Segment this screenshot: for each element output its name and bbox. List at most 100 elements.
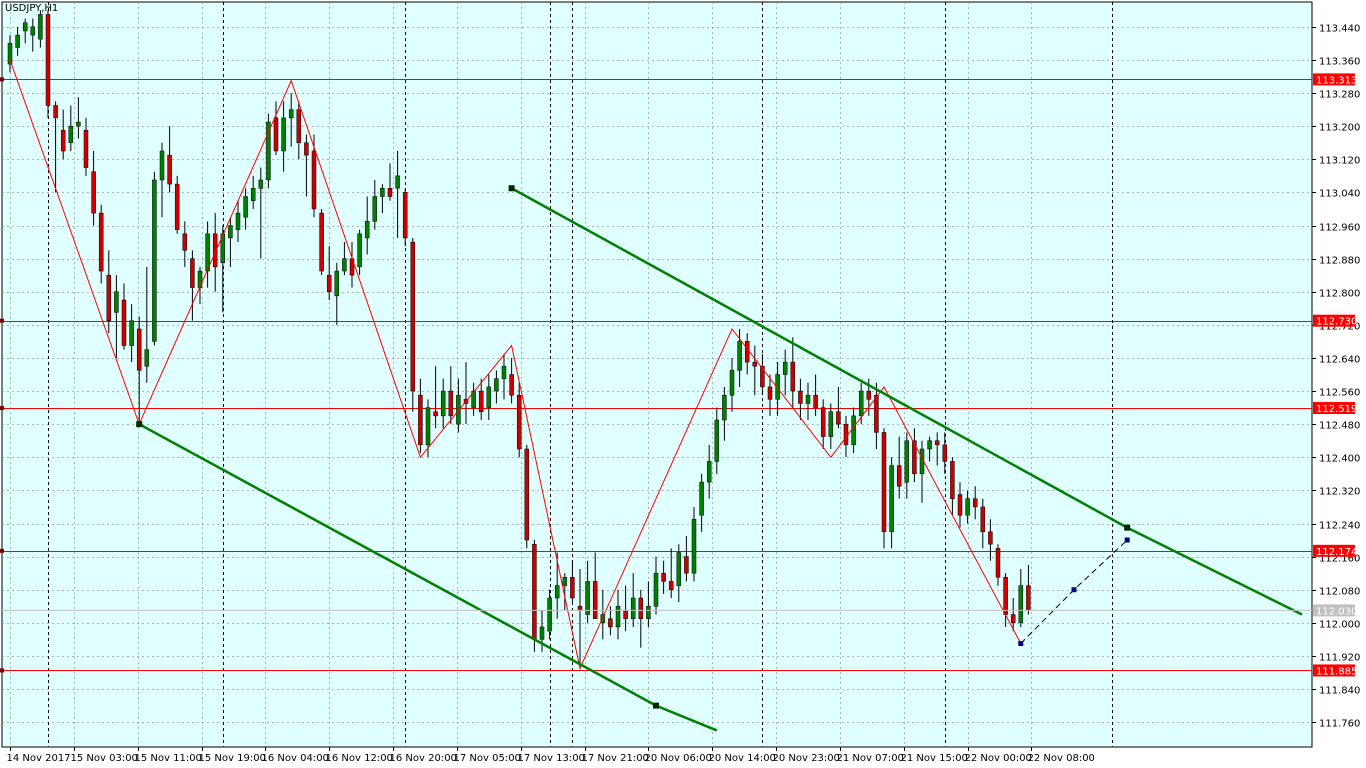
price-tick-label: 112.160 [1319, 554, 1360, 565]
candle-body [592, 581, 598, 619]
time-tick-label: 17 Nov 05:00 [454, 753, 521, 764]
price-tick-label: 111.840 [1319, 686, 1360, 697]
candle-body [38, 14, 43, 40]
candle-body [205, 233, 210, 272]
channel-anchor-point[interactable] [1124, 524, 1131, 531]
time-tick-label: 15 Nov 19:00 [199, 753, 266, 764]
candle-body [440, 390, 446, 417]
price-level-tag[interactable] [1313, 664, 1355, 677]
candle-body [372, 196, 378, 222]
candle-body [524, 448, 530, 541]
candle-body [342, 258, 347, 272]
price-tick-label: 112.480 [1319, 421, 1360, 432]
price-level-tag-label: 111.885 [1316, 666, 1357, 677]
candle-body [805, 394, 811, 404]
candle-body [1026, 585, 1031, 611]
price-levels[interactable] [2, 79, 1312, 671]
time-tick-label: 22 Nov 00:00 [965, 753, 1032, 764]
zigzag-line[interactable] [9, 59, 1022, 670]
candle-body [896, 465, 902, 487]
price-level-tag-label: 112.174 [1316, 547, 1357, 558]
price-tick-label: 112.560 [1319, 388, 1360, 399]
candle-body [516, 394, 522, 450]
candle-body [547, 597, 552, 632]
projection-point[interactable] [1018, 641, 1024, 647]
time-tick-label: 20 Nov 14:00 [709, 753, 776, 764]
candle-body [220, 233, 226, 263]
candle-body [304, 142, 309, 156]
candle-body [418, 394, 423, 446]
candle-body [767, 386, 773, 400]
price-level-tag[interactable] [1313, 73, 1355, 86]
price-tick-label: 111.760 [1319, 719, 1360, 730]
price-tick-label: 113.360 [1319, 57, 1360, 68]
candle-body [334, 270, 340, 297]
candle-body [1018, 585, 1024, 624]
price-level-tag-label: 112.730 [1316, 317, 1357, 328]
price-level-tag[interactable] [1313, 402, 1355, 415]
price-level-tag-label: 112.519 [1316, 404, 1357, 415]
price-tick-label: 112.960 [1319, 223, 1360, 234]
candle-body [425, 407, 431, 446]
time-tick-label: 15 Nov 11:00 [135, 753, 202, 764]
candle-body [851, 415, 856, 446]
candle-body [471, 390, 476, 408]
candle-body [752, 361, 758, 367]
candle-body [258, 179, 264, 189]
price-level-tag[interactable] [1313, 544, 1355, 557]
price-level-marker [0, 668, 4, 673]
trend-channel[interactable] [136, 185, 1303, 732]
candle-body [980, 506, 986, 533]
time-tick-label: 20 Nov 06:00 [645, 753, 712, 764]
candle-body [114, 291, 119, 313]
candle-body [98, 212, 104, 272]
candle-body [600, 614, 606, 624]
price-tick-label: 112.720 [1319, 322, 1360, 333]
price-tick-label: 112.880 [1319, 256, 1360, 267]
candle-body [646, 606, 651, 619]
candle-body [585, 581, 590, 615]
price-tick-label: 111.920 [1319, 653, 1360, 664]
candle-body [653, 572, 659, 607]
candle-body [638, 597, 644, 619]
candle-body [357, 233, 362, 268]
channel-anchor-point[interactable] [136, 421, 143, 428]
time-tick-label: 16 Nov 12:00 [326, 753, 393, 764]
candle-body [934, 440, 940, 446]
channel-anchor-point[interactable] [508, 185, 515, 192]
projection-point[interactable] [1124, 537, 1130, 543]
candle-body [737, 341, 742, 371]
candle-body [410, 241, 416, 392]
candle-body [722, 394, 727, 421]
candle-body [326, 274, 332, 292]
candle-body [608, 618, 613, 628]
candle-body [395, 175, 400, 189]
bid-price-tag-label: 112.030 [1316, 606, 1357, 617]
price-tick-label: 113.280 [1319, 90, 1360, 101]
candle-body [380, 188, 385, 197]
candle-body [136, 328, 142, 371]
candle-body [858, 390, 864, 417]
candle-body [539, 626, 545, 640]
time-tick-label: 16 Nov 20:00 [390, 753, 457, 764]
candle-body [60, 130, 66, 152]
candle-body [91, 171, 96, 214]
candle-body [53, 105, 58, 119]
zigzag-indicator[interactable] [9, 59, 1022, 670]
projection-point[interactable] [1071, 587, 1077, 593]
candle-body [144, 349, 150, 367]
candle-body [364, 221, 370, 239]
candle-body [456, 394, 461, 425]
candle-body [106, 274, 112, 321]
price-tick-label: 112.000 [1319, 620, 1360, 631]
projection-line[interactable] [1018, 537, 1130, 647]
price-tick-label: 112.240 [1319, 521, 1360, 532]
channel-anchor-point[interactable] [653, 702, 659, 709]
candle-body [273, 117, 279, 152]
price-level-tag[interactable] [1313, 314, 1355, 327]
candle-body [478, 390, 484, 412]
price-axis[interactable]: 113.440 113.360 113.280 113.200 113.120 113.0… [0, 24, 1360, 730]
